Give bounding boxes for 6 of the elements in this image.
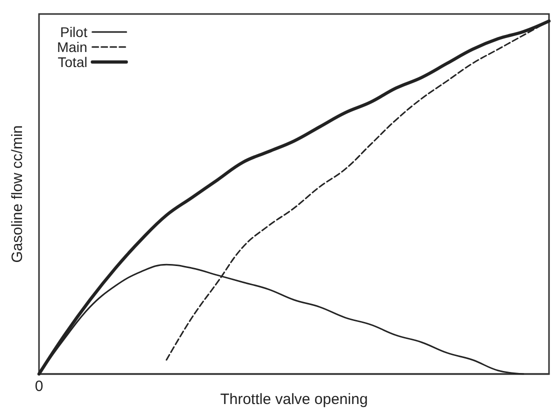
x-axis-title: Throttle valve opening (220, 391, 368, 408)
legend-label: Total (58, 54, 88, 70)
text: 0 (34, 378, 44, 395)
legend-label: Main (56, 39, 88, 55)
y-axis-title: Gasoline flow cc/min (9, 125, 26, 263)
legend-label: Pilot (60, 24, 88, 40)
